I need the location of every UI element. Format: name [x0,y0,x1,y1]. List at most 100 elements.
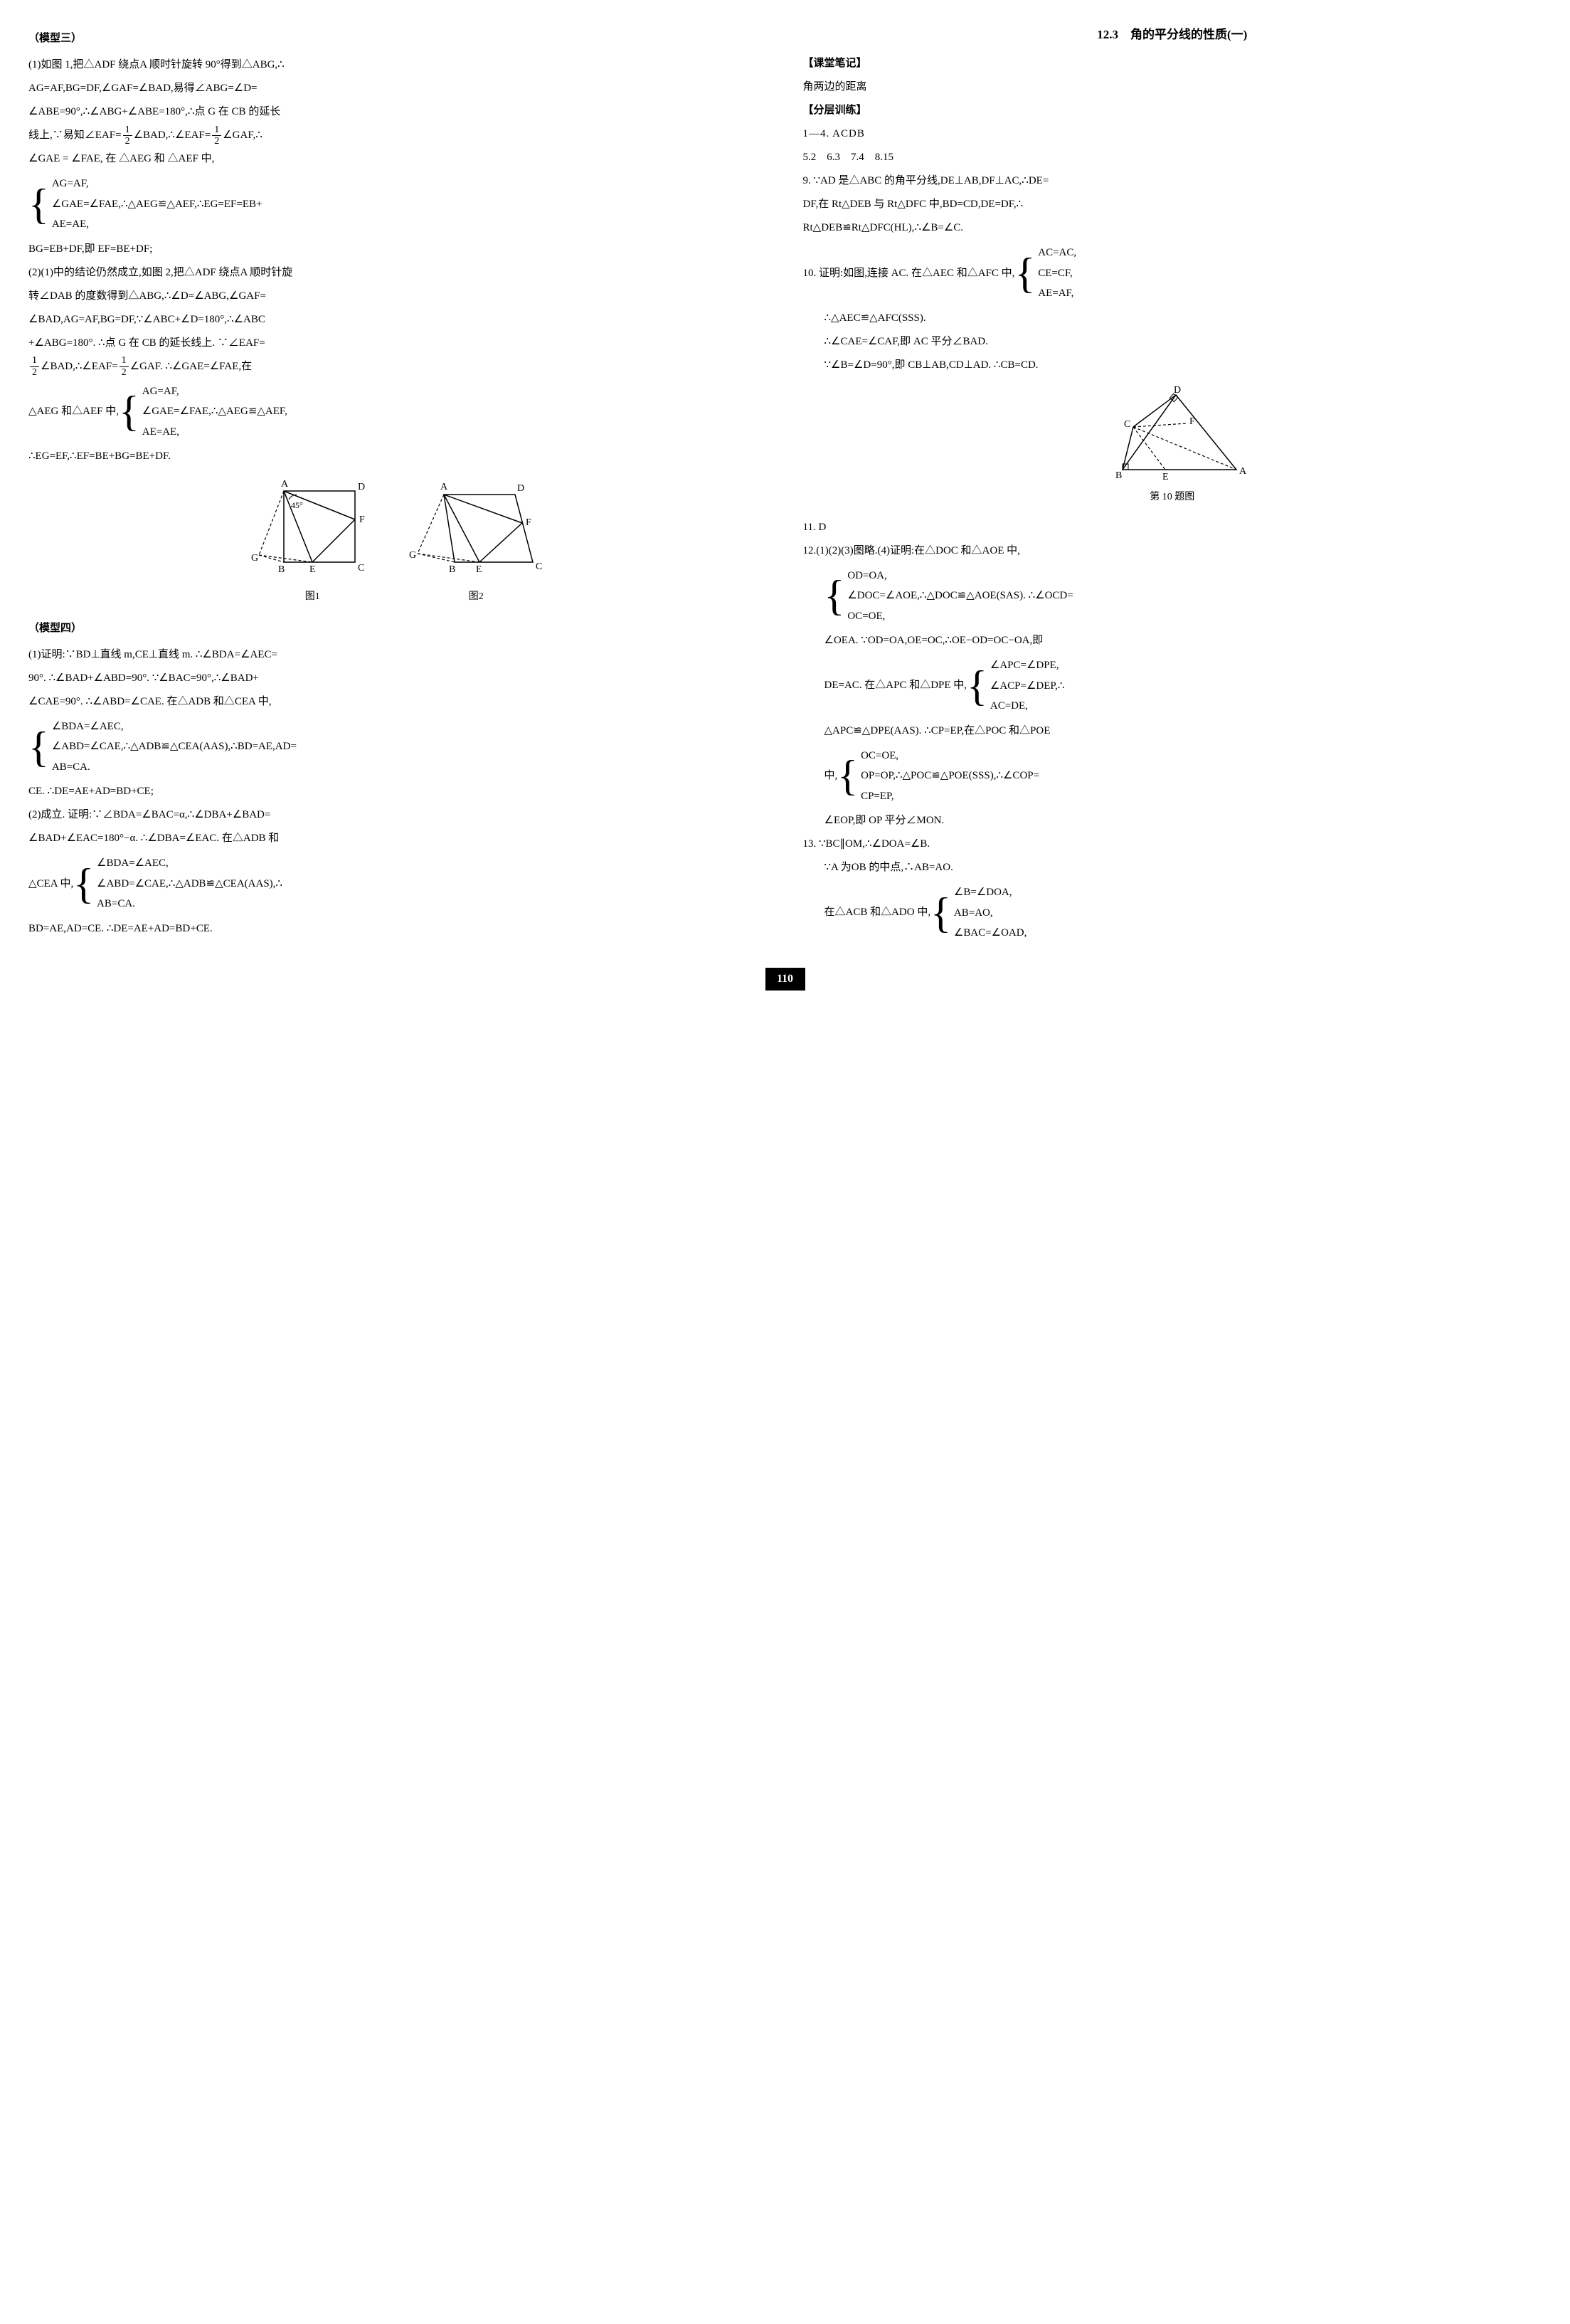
m3-line: ∠GAE = ∠FAE, 在 △AEG 和 △AEF 中, [28,147,768,171]
p12-line: 12.(1)(2)(3)图略.(4)证明:在△DOC 和△AOE 中, [803,539,1542,563]
figure-2: A D F C E B G 图2 [405,477,547,608]
fraction-half: 12 [30,355,39,378]
p12-system1: { OD=OA, ∠DOC=∠AOE,∴△DOC≌△AOE(SAS). ∴∠OC… [803,566,1542,627]
m3-system1: { AG=AF, ∠GAE=∠FAE,∴△AEG≌△AEF,∴EG=EF=EB+… [28,174,768,235]
m3-line: ∴EG=EF,∴EF=BE+BG=BE+DF. [28,445,768,468]
p12-line: ∠EOP,即 OP 平分∠MON. [803,809,1542,833]
sys-line: ∠BDA=∠AEC, [52,717,297,737]
label-F: F [526,517,531,528]
brace-content: AG=AF, ∠GAE=∠FAE,∴△AEG≌△AEF, AE=AE, [142,381,287,443]
sys-line: ∠GAE=∠FAE,∴△AEG≌△AEF,∴EG=EF=EB+ [52,194,262,215]
label-A: A [1239,466,1247,477]
sys-line: AG=AF, [142,381,287,402]
section-title: 12.3 角的平分线的性质(一) [803,21,1542,48]
sys-line: OD=OA, [847,566,1073,586]
sys-line: AC=AC, [1038,243,1076,263]
p10-system: { AC=AC, CE=CF, AE=AF, [1014,243,1076,304]
notes-header: 【课堂笔记】 [803,52,1542,75]
sys-line: OC=OE, [861,746,1039,766]
sys-line: AB=CA. [52,757,297,778]
sys-line: ∠BDA=∠AEC, [97,853,282,874]
left-column: （模型三） (1)如图 1,把△ADF 绕点A 顺时针旋转 90°得到△ABG,… [28,21,768,946]
sys-line: ∠APC=∠DPE, [990,655,1065,676]
figure1-svg: A D F C E B G 45° [248,477,376,583]
label-C: C [536,561,542,572]
m3-line: 12 ∠BAD,∴∠EAF= 12 ∠GAF. ∴∠GAE=∠FAE,在 [28,355,768,379]
answers-5-8: 5.2 6.3 7.4 8.15 [803,146,1542,169]
page-container: （模型三） (1)如图 1,把△ADF 绕点A 顺时针旋转 90°得到△ABG,… [28,21,1542,946]
figure2-svg: A D F C E B G [405,477,547,583]
left-brace-icon: { [28,726,49,768]
p11: 11. D [803,516,1542,539]
left-brace-icon: { [1014,252,1035,295]
m3-system2: { AG=AF, ∠GAE=∠FAE,∴△AEG≌△AEF, AE=AE, [119,381,287,443]
left-brace-icon: { [28,183,49,226]
brace-content: ∠B=∠DOA, AB=AO, ∠BAC=∠OAD, [954,882,1027,944]
p13-line: 13. ∵BC∥OM,∴∠DOA=∠B. [803,833,1542,856]
p12-line: ∠OEA. ∵OD=OA,OE=OC,∴OE−OD=OC−OA,即 [803,629,1542,653]
text-frag: 中, [824,764,838,788]
sys-line: OC=OE, [847,606,1073,627]
right-column: 12.3 角的平分线的性质(一) 【课堂笔记】 角两边的距离 【分层训练】 1—… [803,21,1542,946]
p12-sys2-row: DE=AC. 在△APC 和△DPE 中, { ∠APC=∠DPE, ∠ACP=… [803,653,1542,719]
m3-line: AG=AF,BG=DF,∠GAF=∠BAD,易得∠ABG=∠D= [28,77,768,100]
page-number: 110 [765,968,805,991]
text-frag: ∠BAD,∴∠EAF= [41,355,118,379]
m3-sys2-row: △AEG 和△AEF 中, { AG=AF, ∠GAE=∠FAE,∴△AEG≌△… [28,379,768,445]
p9-line: Rt△DEB≌Rt△DFC(HL),∴∠B=∠C. [803,216,1542,240]
brace-content: AG=AF, ∠GAE=∠FAE,∴△AEG≌△AEF,∴EG=EF=EB+ A… [52,174,262,235]
label-F: F [359,514,365,525]
fig2-caption: 图2 [405,586,547,608]
m4-line: CE. ∴DE=AE+AD=BD+CE; [28,780,768,803]
label-A: A [281,479,289,490]
p13-sys-row: 在△ACB 和△ADO 中, { ∠B=∠DOA, AB=AO, ∠BAC=∠O… [803,880,1542,946]
p10-row: 10. 证明:如图,连接 AC. 在△AEC 和△AFC 中, { AC=AC,… [803,240,1542,307]
fig1-caption: 图1 [248,586,376,608]
m4-line: ∠CAE=90°. ∴∠ABD=∠CAE. 在△ADB 和△CEA 中, [28,690,768,714]
p13-line: ∵A 为OB 的中点,∴AB=AO. [803,856,1542,880]
train-header: 【分层训练】 [803,99,1542,122]
fraction-half: 12 [123,125,132,147]
m4-line: ∠BAD+∠EAC=180°−α. ∴∠DBA=∠EAC. 在△ADB 和 [28,827,768,850]
m3-line: 转∠DAB 的度数得到△ABG,∴∠D=∠ABG,∠GAF= [28,285,768,308]
label-D: D [517,483,524,494]
model4-header: （模型四） [28,617,768,640]
sys-line: AB=CA. [97,894,282,914]
label-angle: 45° [291,500,303,510]
p13-system: { ∠B=∠DOA, AB=AO, ∠BAC=∠OAD, [930,882,1027,944]
sys-line: OP=OP,∴△POC≌△POE(SSS),∴∠COP= [861,766,1039,786]
label-F: F [1189,416,1195,427]
sys-line: ∠DOC=∠AOE,∴△DOC≌△AOE(SAS). ∴∠OCD= [847,586,1073,606]
label-A: A [440,482,448,492]
text-frag: 在△ACB 和△ADO 中, [824,901,931,924]
label-D: D [1174,385,1181,396]
fraction-half: 12 [212,125,221,147]
m4-line: (1)证明:∵BD⊥直线 m,CE⊥直线 m. ∴∠BDA=∠AEC= [28,643,768,667]
brace-content: OC=OE, OP=OP,∴△POC≌△POE(SSS),∴∠COP= CP=E… [861,746,1039,807]
label-E: E [309,564,316,575]
label-B: B [278,564,285,575]
m3-line: 线上,∵易知∠EAF= 12 ∠BAD,∴∠EAF= 12 ∠GAF,∴ [28,124,768,147]
figure10-svg: D C F B E A [1094,384,1251,484]
p10-line: ∴△AEC≌△AFC(SSS). [803,307,1542,330]
left-brace-icon: { [837,754,858,797]
sys-line: CE=CF, [1038,263,1076,284]
sys-line: ∠B=∠DOA, [954,882,1027,903]
sys-line: ∠ACP=∠DEP,∴ [990,676,1065,697]
sys-line: ∠ABD=∠CAE,∴△ADB≌△CEA(AAS),∴ [97,874,282,894]
m4-system1: { ∠BDA=∠AEC, ∠ABD=∠CAE,∴△ADB≌△CEA(AAS),∴… [28,717,768,778]
figure-1: A D F C E B G 45° 图1 [248,477,376,608]
m4-line: 90°. ∴∠BAD+∠ABD=90°. ∵∠BAC=90°,∴∠BAD+ [28,667,768,690]
m4-line: BD=AE,AD=CE. ∴DE=AE+AD=BD+CE. [28,917,768,941]
m3-line: ∠BAD,AG=AF,BG=DF,∵∠ABC+∠D=180°,∴∠ABC [28,308,768,332]
left-brace-icon: { [967,665,987,707]
sys-line: AB=AO, [954,903,1027,924]
m3-line: BG=EB+DF,即 EF=BE+DF; [28,238,768,261]
fraction-half: 12 [120,355,129,378]
label-E: E [1162,472,1169,482]
brace-content: ∠APC=∠DPE, ∠ACP=∠DEP,∴ AC=DE, [990,655,1065,717]
brace-content: ∠BDA=∠AEC, ∠ABD=∠CAE,∴△ADB≌△CEA(AAS),∴BD… [52,717,297,778]
p9-line: DF,在 Rt△DEB 与 Rt△DFC 中,BD=CD,DE=DF,∴ [803,193,1542,216]
brace-content: ∠BDA=∠AEC, ∠ABD=∠CAE,∴△ADB≌△CEA(AAS),∴ A… [97,853,282,914]
brace-content: AC=AC, CE=CF, AE=AF, [1038,243,1076,304]
